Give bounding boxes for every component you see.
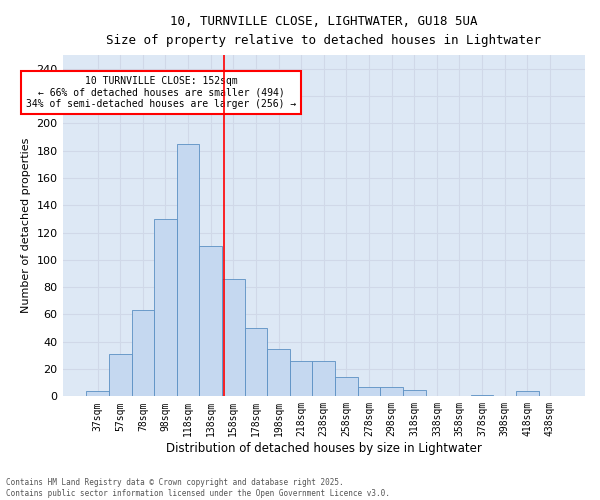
Y-axis label: Number of detached properties: Number of detached properties <box>21 138 31 314</box>
Bar <box>380 387 403 396</box>
Text: Contains HM Land Registry data © Crown copyright and database right 2025.
Contai: Contains HM Land Registry data © Crown c… <box>6 478 390 498</box>
Bar <box>335 377 358 396</box>
Bar <box>245 328 267 396</box>
Bar <box>358 387 380 396</box>
Bar <box>267 348 290 397</box>
Bar <box>290 361 313 396</box>
Bar <box>471 395 493 396</box>
Bar <box>177 144 199 397</box>
Bar <box>313 361 335 396</box>
Bar <box>199 246 222 396</box>
Bar <box>109 354 131 397</box>
Bar <box>403 390 425 396</box>
Text: 10 TURNVILLE CLOSE: 152sqm
← 66% of detached houses are smaller (494)
34% of sem: 10 TURNVILLE CLOSE: 152sqm ← 66% of deta… <box>26 76 296 109</box>
Title: 10, TURNVILLE CLOSE, LIGHTWATER, GU18 5UA
Size of property relative to detached : 10, TURNVILLE CLOSE, LIGHTWATER, GU18 5U… <box>106 15 541 47</box>
X-axis label: Distribution of detached houses by size in Lightwater: Distribution of detached houses by size … <box>166 442 482 455</box>
Bar <box>131 310 154 396</box>
Bar <box>222 279 245 396</box>
Bar <box>154 219 177 396</box>
Bar <box>86 391 109 396</box>
Bar <box>516 391 539 396</box>
